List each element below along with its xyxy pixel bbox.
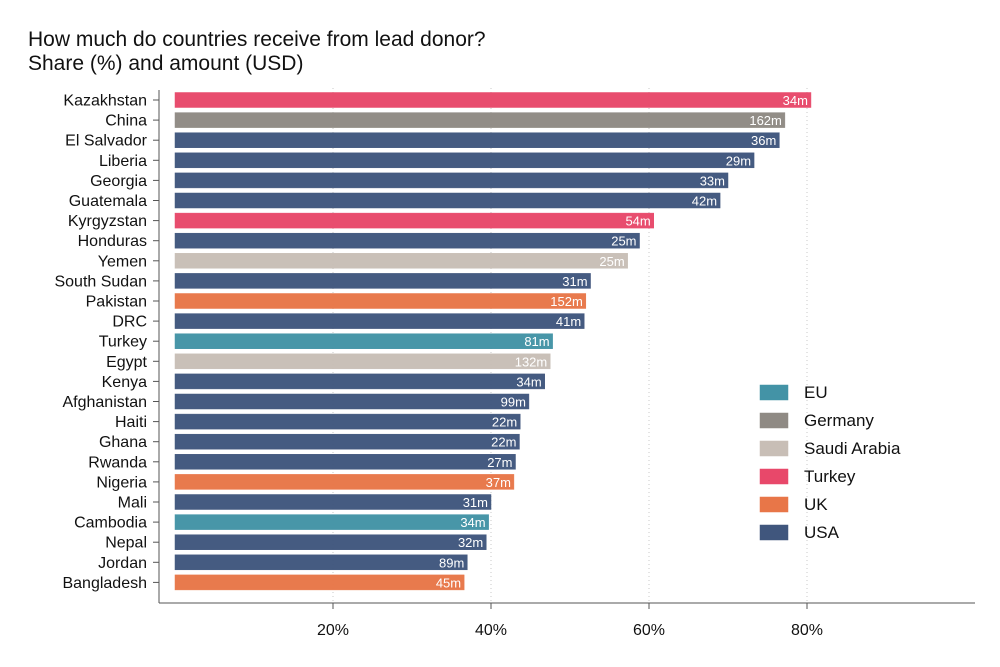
chart-title-line-2: Share (%) and amount (USD) bbox=[28, 52, 304, 75]
category-label: Turkey bbox=[99, 334, 147, 351]
bar-value-label: 29m bbox=[726, 153, 751, 168]
legend: EU Germany Saudi Arabia Turkey UK USA bbox=[759, 383, 901, 542]
category-label: DRC bbox=[112, 314, 147, 331]
category-label: South Sudan bbox=[54, 273, 147, 290]
bar-value-label: 45m bbox=[436, 575, 461, 590]
bar bbox=[174, 353, 551, 370]
bar-value-label: 34m bbox=[783, 93, 808, 108]
bar bbox=[174, 112, 786, 128]
x-tick-label: 80% bbox=[791, 622, 823, 639]
category-label: Liberia bbox=[99, 153, 147, 170]
bar-value-label: 54m bbox=[625, 214, 650, 229]
bar bbox=[174, 514, 489, 530]
legend-swatch bbox=[759, 440, 789, 457]
bar bbox=[174, 92, 812, 108]
bar-value-label: 31m bbox=[562, 274, 587, 289]
bar bbox=[174, 454, 516, 470]
category-label: Mali bbox=[118, 495, 147, 512]
category-label: Pakistan bbox=[86, 294, 147, 311]
bar-value-label: 31m bbox=[463, 495, 488, 510]
legend-label: UK bbox=[804, 495, 828, 514]
bar bbox=[174, 172, 729, 189]
category-label: Bangladesh bbox=[62, 575, 147, 592]
legend-label: Turkey bbox=[804, 467, 856, 486]
category-label: Yemen bbox=[98, 253, 147, 270]
category-label: Egypt bbox=[106, 354, 147, 371]
category-label: Afghanistan bbox=[62, 394, 147, 411]
bar-value-label: 37m bbox=[486, 475, 511, 490]
bar-value-label: 36m bbox=[751, 133, 776, 148]
category-label: Georgia bbox=[90, 173, 147, 190]
category-label: Guatemala bbox=[69, 193, 147, 210]
category-label: Jordan bbox=[98, 555, 147, 572]
category-label: El Salvador bbox=[65, 133, 147, 150]
legend-label: Germany bbox=[804, 411, 874, 430]
category-label: Rwanda bbox=[88, 454, 147, 471]
category-label: Cambodia bbox=[74, 515, 147, 532]
bar-value-label: 34m bbox=[460, 515, 485, 530]
category-label: Nigeria bbox=[96, 474, 147, 491]
bar bbox=[174, 373, 545, 390]
legend-swatch bbox=[759, 412, 789, 429]
x-tick-label: 40% bbox=[475, 622, 507, 639]
bar bbox=[174, 494, 492, 510]
category-label: Nepal bbox=[105, 535, 147, 552]
bar-value-label: 34m bbox=[516, 374, 541, 389]
bar-value-label: 132m bbox=[515, 354, 548, 369]
bar-value-label: 25m bbox=[599, 254, 624, 269]
bar bbox=[174, 212, 654, 229]
bar bbox=[174, 232, 640, 249]
category-label: Honduras bbox=[78, 233, 147, 250]
bar-value-label: 22m bbox=[491, 435, 516, 450]
axes: 20% 40% 60% 80% Kazakhstan China El Salvador Li… bbox=[54, 90, 975, 639]
bar bbox=[174, 333, 553, 349]
bar-value-label: 42m bbox=[692, 194, 717, 209]
bar bbox=[174, 253, 628, 269]
chart-title-line-1: How much do countries receive from lead … bbox=[28, 28, 486, 51]
bar bbox=[174, 273, 591, 289]
bar bbox=[174, 313, 585, 329]
bar bbox=[174, 293, 587, 309]
legend-swatch bbox=[759, 384, 789, 401]
bar bbox=[174, 554, 468, 571]
legend-swatch bbox=[759, 524, 789, 541]
bar bbox=[174, 413, 521, 430]
x-tick-label: 20% bbox=[317, 622, 349, 639]
bar bbox=[174, 393, 530, 410]
bar-value-label: 27m bbox=[487, 455, 512, 470]
legend-swatch bbox=[759, 468, 789, 485]
category-label: Kazakhstan bbox=[63, 93, 147, 110]
bar-value-label: 41m bbox=[556, 314, 581, 329]
legend-label: USA bbox=[804, 523, 840, 542]
bar bbox=[174, 534, 487, 550]
bar bbox=[174, 152, 755, 169]
bar-value-label: 89m bbox=[439, 555, 464, 570]
bar bbox=[174, 574, 465, 591]
legend-label: EU bbox=[804, 383, 828, 402]
bar bbox=[174, 433, 520, 450]
bar-value-label: 152m bbox=[550, 294, 583, 309]
bar-value-label: 99m bbox=[501, 395, 526, 410]
bars: 34m162m36m29m33m42m54m25m25m31m152m41m81… bbox=[174, 92, 812, 591]
bar bbox=[174, 192, 721, 209]
legend-label: Saudi Arabia bbox=[804, 439, 901, 458]
category-label: Haiti bbox=[115, 414, 147, 431]
bar bbox=[174, 132, 780, 148]
x-tick-label: 60% bbox=[633, 622, 665, 639]
bar-value-label: 162m bbox=[749, 113, 782, 128]
category-label: Ghana bbox=[99, 434, 147, 451]
bar-value-label: 33m bbox=[700, 173, 725, 188]
bar-value-label: 22m bbox=[492, 415, 517, 430]
bar-value-label: 32m bbox=[458, 535, 483, 550]
category-label: Kenya bbox=[102, 374, 147, 391]
legend-swatch bbox=[759, 496, 789, 513]
bar bbox=[174, 474, 515, 490]
bar-value-label: 81m bbox=[524, 334, 549, 349]
bar-value-label: 25m bbox=[611, 234, 636, 249]
category-label: Kyrgyzstan bbox=[68, 213, 147, 230]
category-label: China bbox=[105, 113, 147, 130]
